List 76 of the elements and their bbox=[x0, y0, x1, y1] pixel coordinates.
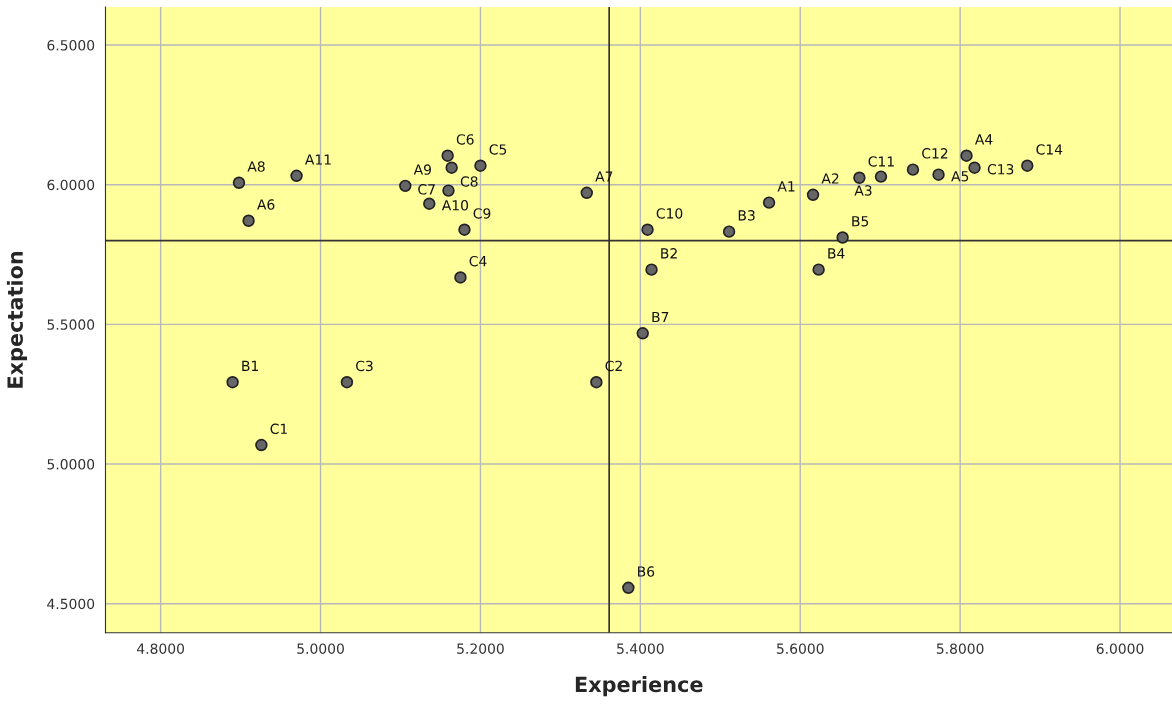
annotation: A2 bbox=[821, 173, 839, 184]
annotation: A3 bbox=[854, 185, 872, 196]
annotation: C3 bbox=[356, 360, 373, 372]
point bbox=[932, 168, 945, 181]
y-tick-label: 6.5000 bbox=[47, 40, 95, 51]
annotation: C13 bbox=[987, 163, 1014, 175]
annotation: C1 bbox=[270, 423, 287, 435]
point bbox=[836, 231, 849, 244]
annotation: A9 bbox=[413, 164, 431, 175]
annotation: A11 bbox=[305, 154, 331, 165]
point bbox=[232, 176, 246, 189]
point bbox=[960, 149, 973, 162]
annotation: B5 bbox=[852, 216, 869, 227]
x-tick-label: 4.8000 bbox=[137, 643, 185, 654]
annotation: A10 bbox=[441, 200, 469, 211]
x-tick-label: 5.4000 bbox=[617, 643, 664, 654]
y-tick-label: 4.5000 bbox=[47, 598, 95, 610]
annotation: C9 bbox=[473, 208, 491, 219]
point bbox=[399, 179, 412, 193]
annotation: C5 bbox=[489, 144, 507, 155]
annotation: A4 bbox=[974, 134, 993, 145]
x-axis-title: Experience bbox=[575, 676, 703, 697]
point bbox=[968, 161, 981, 174]
annotation: C12 bbox=[922, 148, 948, 159]
point bbox=[641, 223, 654, 236]
y-tick-label: 6.0000 bbox=[47, 179, 95, 191]
point bbox=[806, 188, 820, 201]
annotation: B2 bbox=[661, 248, 677, 259]
annotation: B6 bbox=[638, 566, 655, 577]
point bbox=[423, 197, 436, 210]
annotation: C6 bbox=[456, 134, 474, 145]
point bbox=[458, 223, 471, 236]
point bbox=[853, 171, 866, 184]
point bbox=[474, 159, 487, 172]
annotation: B4 bbox=[828, 248, 845, 259]
point bbox=[636, 327, 649, 340]
annotation: C11 bbox=[868, 156, 894, 167]
point bbox=[255, 438, 268, 452]
point bbox=[445, 161, 458, 174]
annotation: C7 bbox=[418, 184, 435, 195]
point bbox=[622, 581, 635, 595]
y-axis-title: Expectation bbox=[6, 251, 28, 388]
x-tick-label: 5.6000 bbox=[777, 643, 824, 654]
annotation: C4 bbox=[469, 255, 487, 267]
x-tick-label: 6.0000 bbox=[1096, 643, 1144, 654]
point bbox=[242, 214, 255, 227]
annotation: B7 bbox=[652, 311, 669, 323]
annotation: A6 bbox=[257, 199, 275, 210]
x-tick-label: 5.0000 bbox=[297, 643, 344, 654]
point bbox=[340, 375, 354, 389]
point bbox=[645, 263, 658, 276]
annotation: B1 bbox=[242, 360, 259, 371]
annotation: C8 bbox=[460, 176, 478, 187]
point bbox=[454, 271, 467, 284]
annotation: B3 bbox=[738, 210, 755, 221]
point bbox=[590, 375, 603, 389]
x-tick-label: 5.2000 bbox=[457, 643, 504, 654]
y-tick-label: 5.5000 bbox=[47, 319, 95, 330]
point bbox=[226, 375, 239, 389]
point bbox=[1021, 159, 1034, 172]
point bbox=[442, 184, 455, 197]
y-tick-label: 5.0000 bbox=[47, 459, 95, 470]
annotation: A8 bbox=[247, 161, 265, 172]
point bbox=[906, 163, 920, 176]
x-tick-label: 5.8000 bbox=[936, 643, 984, 654]
annotation: A1 bbox=[777, 181, 795, 192]
annotation: A5 bbox=[951, 171, 969, 182]
point bbox=[812, 263, 825, 276]
annotation: C10 bbox=[656, 208, 683, 219]
point bbox=[441, 149, 454, 162]
point bbox=[580, 186, 593, 200]
annotation: C14 bbox=[1036, 144, 1063, 155]
point bbox=[762, 196, 776, 209]
point bbox=[290, 169, 303, 182]
point bbox=[722, 225, 736, 238]
point bbox=[874, 170, 888, 183]
